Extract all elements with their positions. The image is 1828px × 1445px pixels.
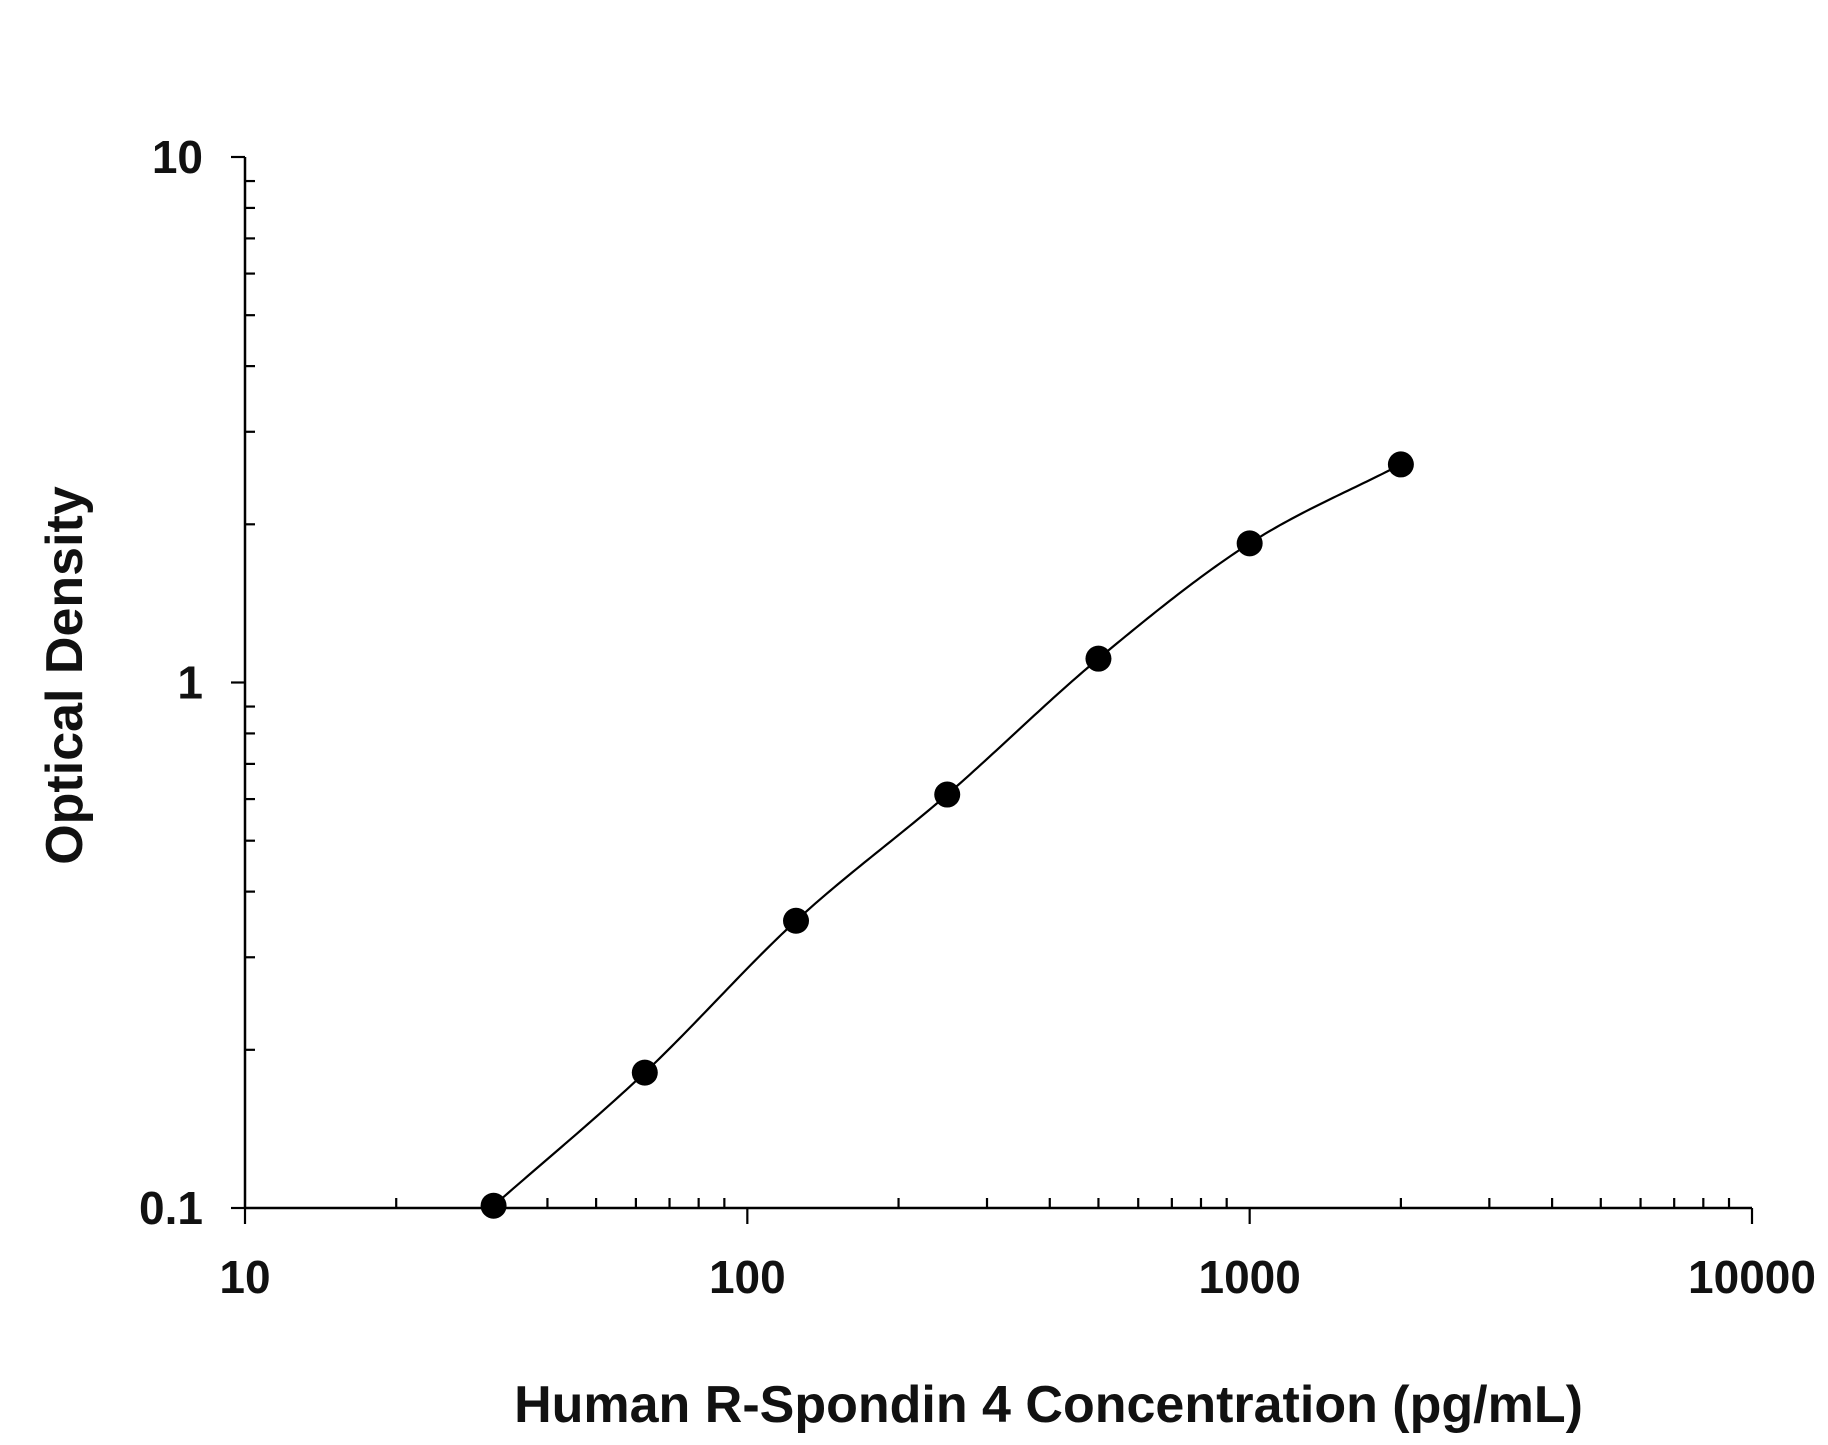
data-point [480,1192,507,1219]
data-point [1085,645,1112,672]
x-tick-label: 100 [709,1251,786,1303]
y-tick-label: 1 [177,657,203,709]
axes [243,157,1752,1210]
data-point [1387,451,1414,478]
y-axis-tick-labels: 0.1 1 10 [139,131,203,1234]
y-tick-label: 0.1 [139,1182,203,1234]
data-point [934,781,961,808]
x-tick-label: 10000 [1688,1251,1816,1303]
fit-curve-line [492,463,1402,1207]
y-axis-ticks [231,155,255,1210]
x-axis-ticks [243,1198,1754,1224]
data-point [631,1059,658,1086]
x-axis-title: Human R-Spondin 4 Concentration (pg/mL) [514,1376,1583,1434]
data-points [480,451,1414,1219]
y-axis-title: Optical Density [36,486,94,865]
y-tick-label: 10 [152,131,203,183]
x-tick-label: 10 [219,1251,270,1303]
data-point [1236,530,1263,557]
data-point [783,907,810,934]
x-axis-tick-labels: 10 100 1000 10000 [219,1251,1816,1303]
x-tick-label: 1000 [1198,1251,1300,1303]
